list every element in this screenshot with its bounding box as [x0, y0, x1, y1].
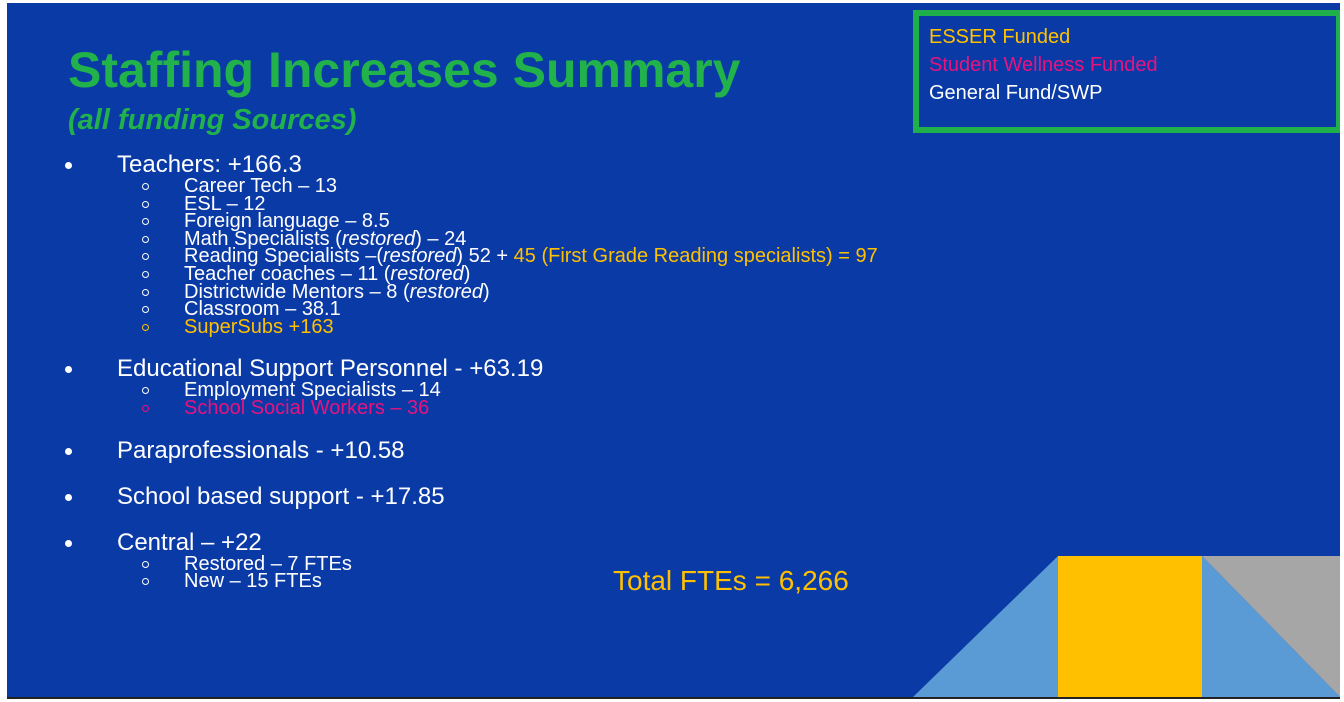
sub-item: Foreign language – 8.5	[7, 211, 1107, 232]
text-part: )	[483, 280, 490, 303]
sub-item: Math Specialists (restored) – 24	[7, 227, 1107, 250]
sub-item: New – 15 FTEs	[7, 571, 1107, 592]
text-part: ) – 24	[415, 227, 467, 250]
text-part: School Social Workers – 36	[184, 396, 430, 419]
yellow-block	[1058, 556, 1202, 697]
legend-entry: General Fund/SWP	[929, 82, 1103, 104]
text-part: restored	[341, 227, 416, 250]
list-item: Educational Support Personnel - +63.19 Em…	[7, 355, 1107, 418]
text-part: ESL – 12	[184, 192, 266, 215]
text-part: SuperSubs +163	[184, 315, 334, 338]
text-part: Math Specialists (	[184, 227, 342, 250]
text-part: Foreign language – 8.5	[184, 210, 390, 233]
triangle-right	[1202, 556, 1340, 697]
text-part: Reading Specialists –(	[184, 245, 383, 268]
list-item: School based support - +17.85	[7, 483, 1107, 511]
decoration	[913, 556, 1340, 697]
sub-item: Districtwide Mentors – 8 (restored)	[7, 280, 1107, 303]
sub-item: Classroom – 38.1	[7, 299, 1107, 320]
subtitle: (all funding Sources)	[68, 104, 357, 136]
sub-item: Teacher coaches – 11 (restored)	[7, 264, 1107, 285]
item-text: Paraprofessionals - +10.58	[7, 437, 1107, 465]
sub-item: Career Tech – 13	[7, 176, 1107, 197]
text-part: Districtwide Mentors – 8 (	[184, 280, 410, 303]
sub-item: ESL – 12	[7, 192, 1107, 215]
text-part: 45 (First Grade Reading specialists) = 9…	[513, 245, 878, 268]
text-part: Classroom – 38.1	[184, 298, 341, 321]
text-part: restored	[383, 245, 457, 268]
item-text: Central – +22	[7, 529, 1107, 557]
legend-entry: ESSER Funded	[929, 26, 1071, 48]
item-text: Educational Support Personnel - +63.19	[7, 355, 1107, 383]
staff-list: Teachers: +166.3 Career Tech – 13 ESL – 12…	[7, 151, 1107, 610]
sub-item: School Social Workers – 36	[7, 398, 1107, 419]
text-part: Restored – 7 FTEs	[184, 552, 352, 575]
list-item: Central – +22 Restored – 7 FTEs New – 15 F…	[7, 529, 1107, 592]
triangle-left	[913, 556, 1058, 697]
list-item: Paraprofessionals - +10.58	[7, 437, 1107, 465]
text-part: Employment Specialists – 14	[184, 379, 441, 402]
sub-item: Employment Specialists – 14	[7, 380, 1107, 401]
text-part: restored	[390, 262, 464, 285]
text-part: ) 52 +	[456, 245, 514, 268]
item-text: Teachers: +166.3	[7, 151, 1107, 179]
slide: Staffing Increases Summary (all funding …	[7, 3, 1340, 699]
title: Staffing Increases Summary	[68, 42, 741, 98]
sub-item: SuperSubs +163	[7, 315, 1107, 338]
total: Total FTEs = 6,266	[613, 565, 849, 596]
item-text: School based support - +17.85	[7, 483, 1107, 511]
sub-item: Reading Specialists –(restored) 52 + 45 …	[7, 246, 1107, 267]
list-item: Teachers: +166.3 Career Tech – 13 ESL – 12…	[7, 151, 1107, 337]
text-part: restored	[409, 280, 483, 303]
text-part: Teacher coaches – 11 (	[184, 262, 391, 285]
text-part: )	[463, 262, 471, 285]
text-part: New – 15 FTEs	[184, 570, 322, 593]
sub-item: Restored – 7 FTEs	[7, 552, 1107, 575]
text-part: Career Tech – 13	[184, 175, 338, 197]
legend-entry: Student Wellness Funded	[929, 54, 1158, 76]
legend: ESSER Funded Student Wellness Funded Gener…	[913, 10, 1340, 133]
